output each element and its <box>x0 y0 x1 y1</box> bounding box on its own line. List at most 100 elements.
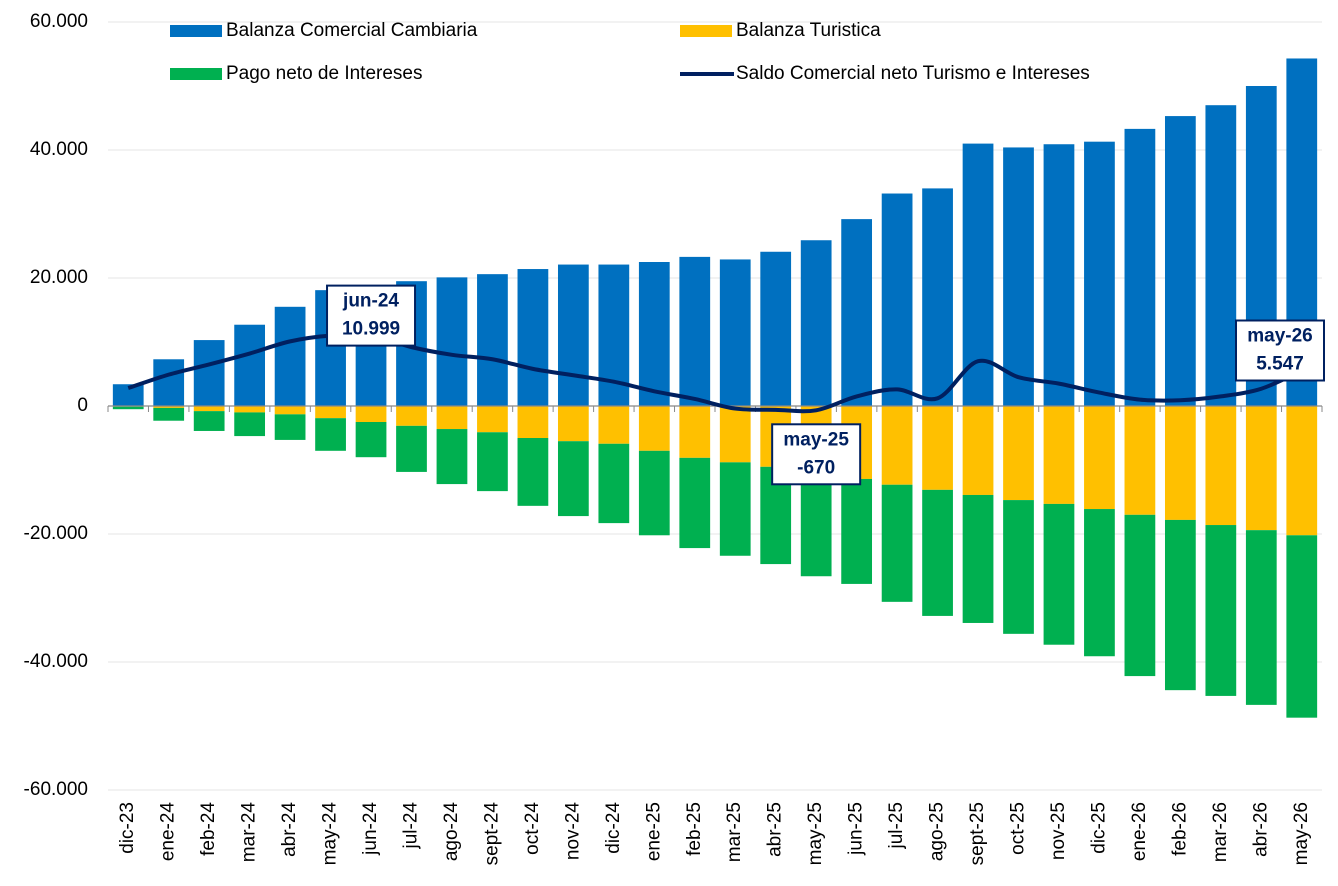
bar <box>760 251 792 406</box>
annotation: may-25 -670 <box>771 423 862 486</box>
bar <box>1084 406 1115 510</box>
bar <box>1003 406 1034 501</box>
bar <box>477 406 508 433</box>
bar <box>800 240 832 406</box>
bar <box>517 269 549 406</box>
bar <box>1043 406 1075 504</box>
bar <box>719 462 751 556</box>
bar <box>1205 105 1237 406</box>
bar <box>598 406 630 444</box>
bar <box>679 406 711 458</box>
bar <box>962 494 994 623</box>
bar <box>800 473 832 577</box>
bar <box>193 340 225 406</box>
x-tick-label: mar-24 <box>239 802 260 863</box>
bar <box>274 414 306 440</box>
bar <box>881 193 913 406</box>
bar <box>922 188 953 406</box>
legend-swatch <box>170 25 222 37</box>
x-tick-label: may-24 <box>320 802 341 866</box>
bar <box>922 489 953 616</box>
bar <box>1164 116 1196 406</box>
annotation-box <box>326 284 417 347</box>
legend-label: Pago neto de Intereses <box>226 63 422 84</box>
bar <box>557 264 589 406</box>
y-tick-label: -20.000 <box>24 523 88 544</box>
bar <box>274 306 306 406</box>
x-tick-label: nov-24 <box>562 802 583 861</box>
bar <box>396 425 427 472</box>
x-tick-label: dic-23 <box>117 802 138 854</box>
x-tick-label: jun-25 <box>846 802 867 856</box>
bar <box>112 384 144 406</box>
bar <box>517 438 549 506</box>
bar <box>234 324 266 406</box>
x-tick-label: jun-24 <box>360 802 381 856</box>
legend-label: Balanza Turistica <box>736 20 881 41</box>
annotation: jun-24 10.999 <box>326 284 417 347</box>
x-tick-label: dic-25 <box>1088 802 1109 854</box>
x-tick-label: feb-25 <box>684 802 705 856</box>
bar <box>679 457 711 549</box>
bar <box>638 406 670 451</box>
annotation-label: may-25 <box>783 429 849 450</box>
bar <box>153 407 185 421</box>
bar <box>112 406 144 410</box>
bar <box>881 484 913 602</box>
bar <box>1245 530 1277 705</box>
bar <box>477 274 508 406</box>
x-tick-label: ene-26 <box>1129 802 1150 861</box>
bar <box>477 432 508 492</box>
x-tick-label: ene-25 <box>643 802 664 861</box>
y-tick-label: 0 <box>77 395 88 416</box>
bar <box>841 478 873 584</box>
x-tick-label: sept-24 <box>481 802 502 866</box>
x-tick-label: oct-24 <box>522 802 543 855</box>
x-tick-label: ago-25 <box>927 802 948 861</box>
x-tick-label: feb-24 <box>198 802 219 856</box>
bar <box>1084 141 1115 406</box>
x-tick-label: nov-25 <box>1048 802 1069 860</box>
bar <box>1043 503 1075 645</box>
bar <box>1205 525 1237 696</box>
x-tick-label: feb-26 <box>1169 802 1190 856</box>
legend-swatch <box>680 25 732 37</box>
bar <box>638 262 670 406</box>
x-tick-label: may-25 <box>805 802 826 865</box>
bar <box>1124 514 1156 677</box>
bar <box>274 406 306 415</box>
bar <box>922 406 953 490</box>
x-tick-label: mar-26 <box>1210 802 1231 862</box>
bar <box>396 406 427 426</box>
y-tick-label: -40.000 <box>24 651 88 672</box>
x-tick-label: mar-25 <box>724 802 745 862</box>
bar <box>1286 535 1318 718</box>
bar <box>638 450 670 536</box>
y-tick-label: -60.000 <box>24 779 88 800</box>
bar <box>557 406 589 442</box>
legend-swatch <box>170 68 222 80</box>
bar <box>1164 519 1196 691</box>
bar <box>881 406 913 485</box>
bar <box>193 411 225 431</box>
bar <box>193 406 225 412</box>
y-tick-label: 20.000 <box>30 267 88 288</box>
bar <box>234 406 266 413</box>
bar <box>153 406 185 408</box>
x-tick-label: abr-26 <box>1250 802 1271 857</box>
bar <box>436 277 468 406</box>
bar <box>355 406 387 422</box>
x-tick-label: abr-25 <box>765 802 786 857</box>
bar <box>1003 147 1034 406</box>
x-tick-label: sept-25 <box>967 802 988 865</box>
bar <box>1084 509 1115 657</box>
bar <box>436 429 468 485</box>
bar <box>1124 406 1156 515</box>
annotation-label: may-26 <box>1247 326 1313 347</box>
annotation-box <box>1235 319 1325 382</box>
bar <box>962 406 994 495</box>
bar <box>679 256 711 406</box>
legend-label: Balanza Comercial Cambiaria <box>226 20 478 41</box>
bar <box>355 422 387 458</box>
